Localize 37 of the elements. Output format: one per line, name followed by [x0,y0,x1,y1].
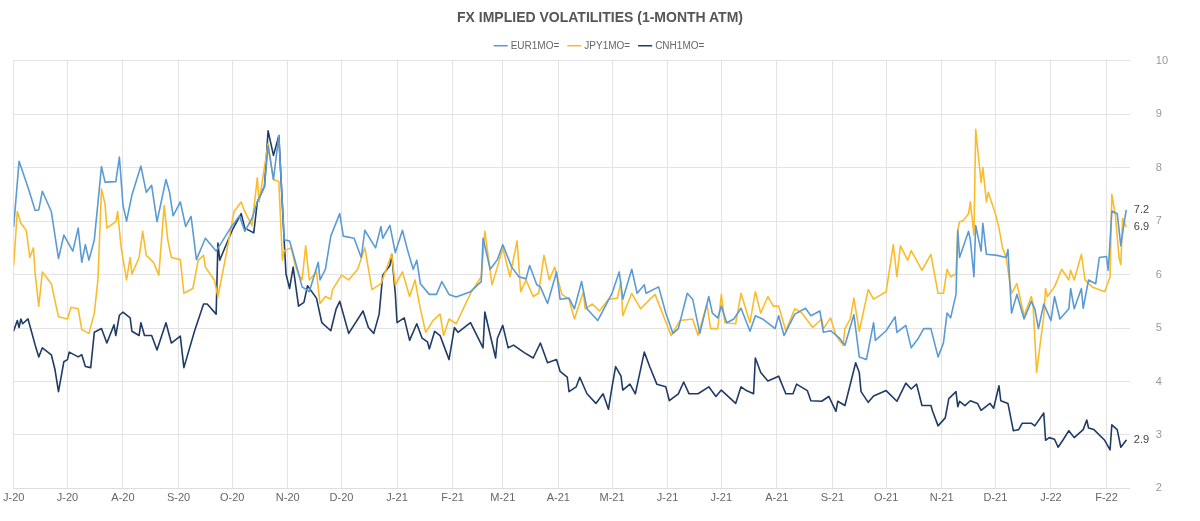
legend-label: EUR1MO= [510,39,560,51]
x-tick-label: S-20 [166,491,191,504]
x-tick-label: O-20 [220,491,245,504]
y-tick-label: 5 [1155,321,1162,334]
x-tick-label: S-21 [820,491,845,504]
y-tick-label: 9 [1155,107,1162,120]
y-tick-label: 2 [1155,481,1162,494]
x-tick-label: N-20 [275,491,300,504]
x-tick-label: D-20 [329,491,354,504]
y-tick-label: 6 [1155,267,1162,280]
x-tick-label: J-21 [710,491,733,504]
annotation: 2.9 [1133,433,1150,446]
annotation: 6.9 [1133,219,1150,232]
x-tick-label: J-21 [386,491,408,504]
legend-label: CNH1MO= [655,39,705,51]
x-tick-label: D-21 [983,491,1008,504]
y-tick-label: 8 [1155,160,1162,173]
legend-label: JPY1MO= [584,39,631,51]
x-tick-label: A-20 [111,491,135,504]
x-tick-label: J-21 [656,491,679,504]
x-tick-label: N-21 [929,491,954,504]
x-tick-label: A-21 [546,491,570,504]
x-tick-label: M-21 [490,491,516,504]
x-tick-label: J-22 [1040,491,1062,504]
x-tick-label: A-21 [765,491,789,504]
chart-title: FX IMPLIED VOLATILITIES (1-MONTH ATM) [457,9,743,26]
x-tick-label: J-20 [56,491,79,504]
annotation: 7.2 [1133,203,1150,216]
y-tick-label: 10 [1155,53,1169,66]
x-tick-label: F-22 [1095,491,1118,504]
y-tick-label: 3 [1155,427,1162,440]
x-tick-label: J-20 [3,491,25,504]
y-tick-label: 4 [1155,374,1162,387]
x-tick-label: F-21 [441,491,464,504]
x-tick-label: M-21 [599,491,625,504]
y-tick-label: 7 [1155,214,1162,227]
x-tick-label: O-21 [873,491,899,504]
